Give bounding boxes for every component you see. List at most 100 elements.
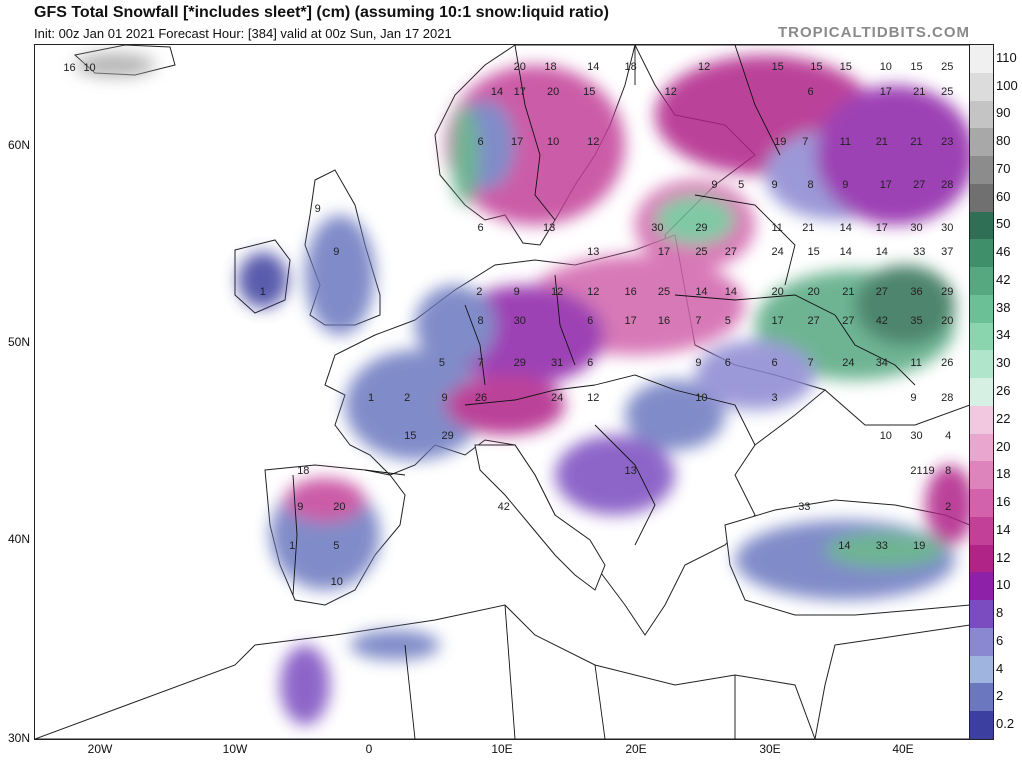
lon-label: 10W (222, 742, 248, 756)
snowfall-value: 28 (941, 179, 954, 191)
snowfall-value: 9 (711, 179, 718, 191)
snowfall-value: 10 (695, 392, 708, 405)
colorbar-segment (970, 350, 993, 379)
colorbar-label: 12 (996, 549, 1011, 565)
snowfall-value: 6 (587, 315, 594, 328)
snow-area-turkey-green (825, 532, 945, 568)
lon-label: 40E (892, 742, 914, 756)
snowfall-value: 18 (624, 60, 637, 73)
lat-label: 30N (7, 731, 30, 745)
snowfall-value: 17 (510, 135, 524, 148)
snowfall-value: 29 (941, 285, 954, 298)
snowfall-value: 16 (657, 315, 671, 328)
map-title: GFS Total Snowfall [*includes sleet*] (c… (34, 4, 609, 21)
snow-area-carpathians (625, 380, 725, 450)
border-belarus-ukraine (674, 294, 836, 316)
snowfall-value: 15 (404, 429, 417, 442)
snowfall-value: 11 (910, 356, 922, 369)
snowfall-value: 18 (544, 60, 557, 73)
snowfall-value: 14 (490, 86, 504, 99)
snowfall-value: 9 (513, 285, 520, 298)
border-baltics-russia (694, 194, 796, 286)
snowfall-value: 24 (842, 356, 855, 369)
snowfall-value: 12 (698, 60, 711, 73)
snowfall-value: 33 (875, 540, 888, 553)
lat-label: 50N (7, 335, 30, 349)
snowfall-value: 11 (839, 135, 852, 148)
snowfall-map: 16 10 20 18 14 18 12 15 15 15 10 15 25 14 17 20 15 12 6 17 2… (34, 44, 971, 740)
snowfall-value: 26 (941, 356, 954, 369)
snowfall-value: 9 (771, 179, 778, 191)
colorbar-label: 70 (996, 160, 1011, 176)
snowfall-value: 9 (910, 392, 917, 405)
colorbar-segment (970, 711, 993, 740)
snowfall-value: 19 (922, 465, 935, 478)
snowfall-value: 12 (587, 285, 600, 298)
snowfall-value: 17 (879, 86, 892, 99)
snowfall-value: 17 (624, 315, 637, 328)
snowfall-value: 14 (839, 222, 852, 235)
colorbar-segment (970, 294, 993, 324)
snowfall-value: 15 (771, 60, 784, 73)
colorbar-segment (970, 683, 993, 712)
snowfall-value: 5 (333, 540, 340, 553)
snow-area-atlas (280, 645, 330, 725)
colorbar-segment (970, 211, 993, 240)
snowfall-value: 13 (587, 246, 600, 259)
snowfall-value: 21 (913, 86, 926, 99)
snowfall-value: 24 (551, 392, 564, 405)
snowfall-value: 21 (875, 135, 888, 148)
snowfall-value: 10 (879, 60, 892, 73)
snowfall-value: 21 (842, 285, 855, 298)
snowfall-value: 4 (945, 429, 952, 442)
colorbar-segment (970, 600, 993, 629)
colorbar-segment (970, 627, 993, 657)
colorbar-label: 18 (996, 466, 1011, 482)
middle-east-landmass (814, 624, 970, 739)
snowfall-value: 5 (738, 179, 745, 191)
snow-area-russia-green (855, 265, 955, 345)
colorbar-segment (970, 267, 993, 296)
border-norway-sweden (514, 45, 556, 221)
snow-area-benelux (415, 285, 495, 365)
snowfall-value: 7 (802, 135, 809, 148)
snowfall-value: 9 (842, 179, 849, 191)
snowfall-value: 18 (297, 465, 310, 478)
colorbar (969, 44, 994, 740)
snowfall-value: 29 (513, 356, 526, 369)
map-canvas (35, 45, 970, 739)
snowfall-value: 29 (441, 429, 454, 442)
colorbar-label: 90 (996, 105, 1011, 121)
snowfall-value: 30 (910, 429, 923, 442)
snowfall-value: 25 (695, 246, 708, 259)
snowfall-value: 10 (330, 575, 343, 588)
snowfall-value: 27 (724, 246, 737, 259)
snowfall-value: 8 (477, 315, 484, 328)
snowfall-value: 8 (807, 179, 814, 191)
lat-label: 40N (7, 532, 30, 546)
colorbar-label: 30 (996, 355, 1011, 371)
colorbar-segment (970, 100, 993, 129)
colorbar-segment (970, 322, 993, 351)
snowfall-value: 13 (543, 222, 556, 235)
colorbar-segment (970, 183, 993, 213)
snowfall-value: 15 (810, 60, 823, 73)
colorbar-segment (970, 655, 993, 684)
snowfall-value: 9 (297, 500, 304, 513)
snowfall-value: 12 (664, 86, 677, 99)
snowfall-value: 9 (695, 356, 702, 369)
lon-label: 10E (491, 742, 513, 756)
colorbar-segment (970, 461, 993, 490)
snowfall-value: 34 (875, 356, 888, 369)
snow-area-spain-north (285, 478, 365, 522)
brand-watermark: TROPICALTIDBITS.COM (777, 24, 970, 41)
snowfall-value: 25 (657, 285, 671, 298)
snowfall-value: 35 (910, 315, 923, 328)
snowfall-value: 31 (551, 356, 564, 369)
snowfall-value: 25 (941, 60, 954, 73)
snowfall-value: 6 (477, 222, 484, 235)
snow-area-belarus-green (655, 195, 735, 245)
snowfall-value: 5 (724, 315, 731, 328)
colorbar-label: 20 (996, 438, 1011, 454)
snowfall-value: 17 (513, 86, 526, 99)
